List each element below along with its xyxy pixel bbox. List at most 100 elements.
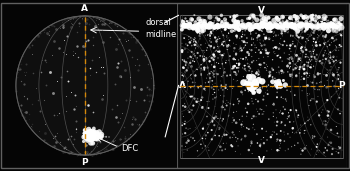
Point	[188, 78, 194, 80]
Point	[232, 71, 238, 73]
Point	[207, 40, 212, 42]
Point	[219, 24, 225, 27]
Point	[186, 21, 191, 24]
Point	[295, 56, 301, 58]
Point	[320, 58, 326, 61]
Point	[210, 29, 216, 32]
Point	[260, 113, 266, 115]
Point	[260, 86, 265, 89]
Point	[91, 137, 96, 140]
Point	[322, 24, 327, 26]
Point	[70, 50, 76, 53]
Point	[262, 66, 268, 69]
Point	[126, 31, 132, 34]
Point	[212, 91, 217, 94]
Point	[245, 62, 251, 65]
Point	[187, 22, 192, 25]
Point	[338, 34, 344, 36]
Point	[303, 24, 309, 27]
Point	[86, 132, 91, 135]
Point	[220, 40, 226, 43]
Point	[230, 23, 235, 26]
Point	[323, 34, 329, 37]
Point	[194, 68, 199, 70]
Point	[338, 23, 343, 26]
Point	[317, 24, 322, 26]
Point	[249, 37, 254, 40]
Point	[310, 44, 315, 47]
Point	[262, 24, 267, 26]
Point	[316, 25, 321, 27]
Point	[307, 22, 313, 25]
Point	[85, 39, 90, 42]
Point	[193, 74, 198, 77]
Point	[94, 131, 99, 134]
Point	[255, 74, 261, 77]
Point	[83, 153, 88, 155]
Point	[279, 29, 285, 32]
Point	[204, 46, 210, 49]
Point	[244, 41, 250, 44]
Point	[192, 43, 197, 46]
Point	[258, 50, 263, 53]
Point	[83, 133, 89, 135]
Point	[247, 17, 252, 19]
Point	[298, 27, 303, 30]
Point	[285, 63, 290, 66]
Point	[91, 135, 97, 138]
Point	[337, 32, 343, 35]
Point	[181, 82, 187, 85]
Point	[242, 68, 247, 70]
Point	[245, 102, 251, 105]
Point	[298, 24, 303, 26]
Point	[208, 70, 213, 73]
Point	[189, 18, 195, 21]
Point	[335, 26, 341, 28]
Point	[239, 25, 244, 28]
Point	[220, 34, 226, 37]
Point	[180, 133, 185, 135]
Point	[267, 72, 272, 75]
Point	[254, 25, 259, 28]
Point	[216, 144, 222, 147]
Point	[331, 55, 336, 58]
Point	[275, 54, 280, 57]
Point	[259, 127, 265, 130]
Point	[249, 15, 254, 17]
Point	[62, 39, 67, 42]
Point	[189, 44, 195, 47]
Point	[71, 108, 77, 111]
Point	[281, 140, 287, 142]
Point	[50, 54, 55, 56]
Point	[187, 127, 193, 130]
Point	[90, 133, 95, 136]
Point	[34, 87, 39, 89]
Point	[248, 84, 254, 87]
Point	[280, 20, 286, 23]
Point	[282, 32, 288, 35]
Point	[98, 66, 103, 68]
Point	[330, 148, 335, 150]
Point	[325, 23, 330, 26]
Point	[79, 17, 85, 20]
Point	[231, 111, 236, 114]
Point	[325, 114, 331, 117]
Point	[200, 127, 206, 130]
Point	[280, 97, 286, 100]
Point	[326, 87, 332, 89]
Point	[315, 25, 320, 28]
Point	[42, 122, 48, 125]
Point	[188, 73, 194, 76]
Point	[257, 78, 263, 81]
Point	[129, 56, 134, 59]
Point	[71, 16, 77, 18]
Point	[257, 28, 262, 31]
Point	[266, 29, 272, 32]
Point	[316, 16, 322, 18]
Point	[82, 67, 88, 70]
Point	[269, 24, 275, 27]
Point	[198, 63, 204, 66]
Point	[195, 24, 201, 27]
Point	[110, 148, 116, 150]
Point	[331, 40, 337, 43]
